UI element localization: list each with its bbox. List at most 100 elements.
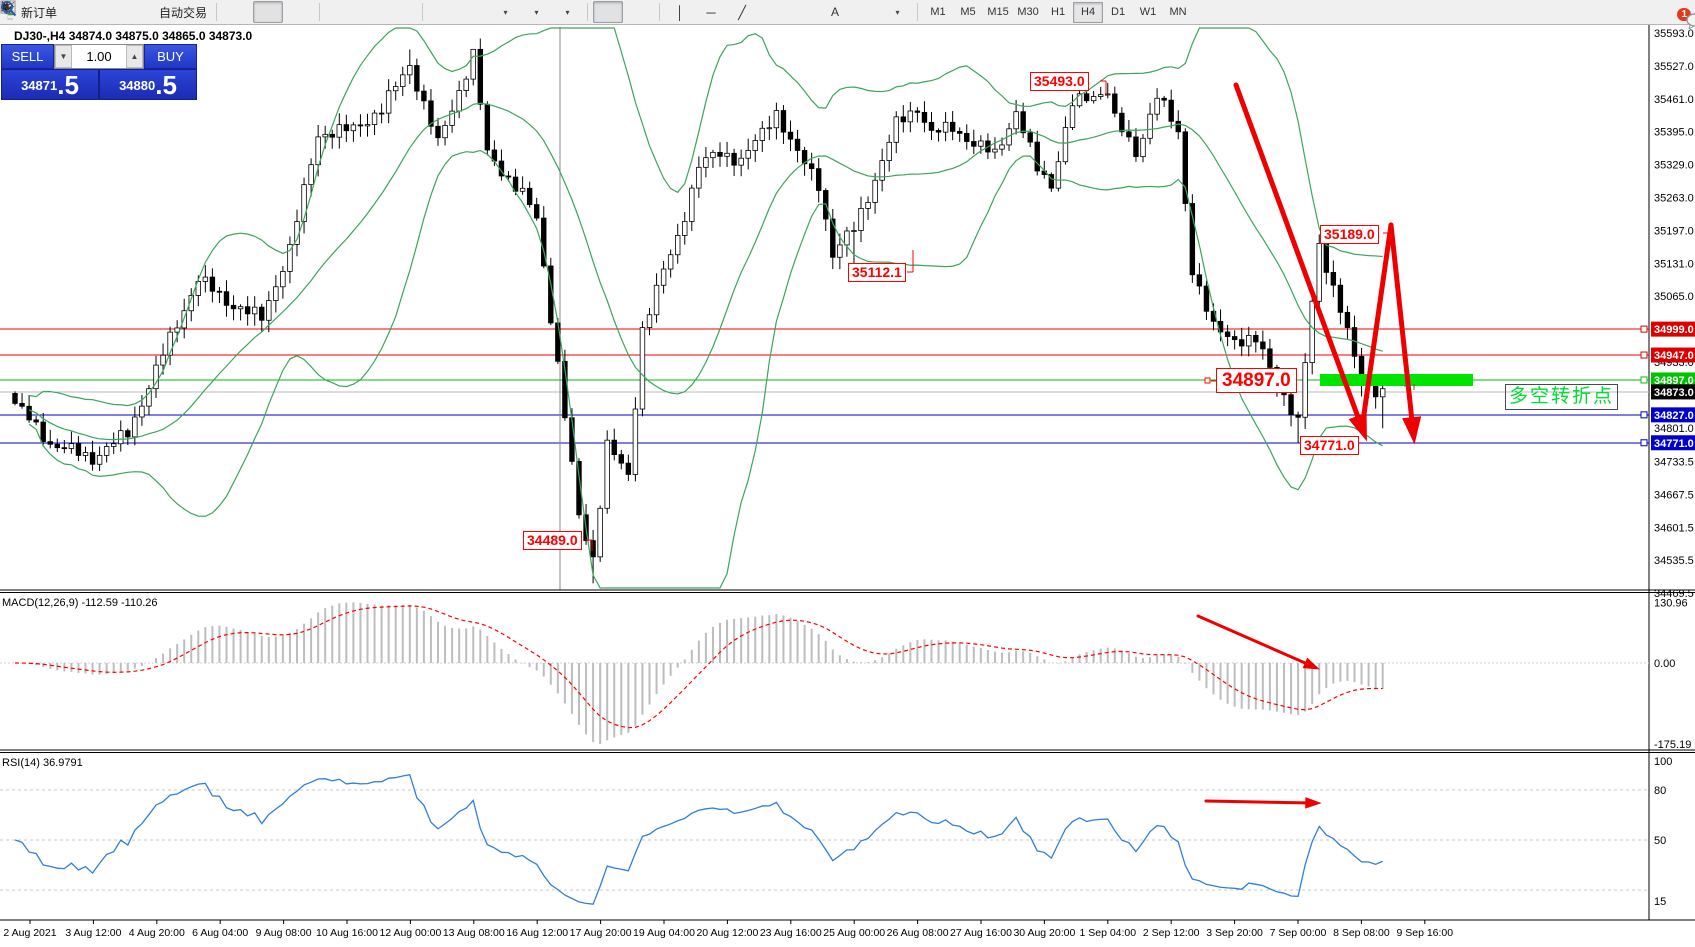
trend-arrow-head	[1402, 416, 1422, 445]
axis-label: 34667.5	[1654, 489, 1694, 501]
axis-label: 1 Sep 04:00	[1079, 927, 1136, 939]
axis-label: 12 Aug 00:00	[379, 927, 441, 939]
zoom-in-button[interactable]	[0, 0, 355, 23]
axis-label: 35263.0	[1654, 193, 1694, 205]
chart-window-button[interactable]	[0, 0, 92, 23]
price-badge	[1651, 372, 1695, 388]
axis-label: 35329.0	[1654, 160, 1694, 172]
axis-label: 34897.0	[1654, 375, 1694, 387]
one-click-trade-panel: SELL ▼ ▲ BUY 34871 .5 34880 .5	[1, 44, 197, 100]
dropdown-arrow-icon: ▾	[534, 7, 539, 17]
chart-background	[0, 25, 1695, 947]
ask-price[interactable]: 34880 .5	[99, 69, 197, 100]
axis-label: 35527.0	[1654, 61, 1694, 73]
indicator-window-button[interactable]	[0, 0, 458, 23]
data-window-button[interactable]	[0, 0, 489, 23]
timeframe-group: M1 M5 M15 M30 H1 H4 D1 W1 MN	[923, 1, 1193, 23]
ask-main: 34880	[119, 78, 156, 93]
price-annotation[interactable]: 35112.1	[848, 263, 906, 282]
autotrade-button[interactable]: 自动交易	[1, 1, 211, 23]
trendline-button[interactable]: ╱	[738, 4, 746, 20]
axis-label: 8 Sep 08:00	[1333, 927, 1390, 939]
price-annotation[interactable]: 34897.0	[1216, 368, 1297, 393]
text-button[interactable]: A	[831, 4, 840, 19]
line-handle	[1640, 439, 1648, 447]
horizontal-line-button[interactable]: ─	[706, 4, 716, 20]
toolbar-separator	[422, 3, 424, 21]
chart-title: DJ30-,H4 34874.0 34875.0 34865.0 34873.0	[14, 29, 253, 43]
price-annotation[interactable]: 35493.0	[1030, 72, 1089, 91]
timeframe-d1[interactable]: D1	[1111, 6, 1126, 18]
price-annotation[interactable]: 34771.0	[1300, 436, 1359, 455]
axis-label: 9 Sep 16:00	[1396, 927, 1453, 939]
axis-label: 6 Aug 04:00	[192, 927, 248, 939]
rsi-arrow-head	[1305, 797, 1322, 809]
text-label-button[interactable]: T	[0, 0, 881, 23]
add-indicator-button[interactable]: ▾	[0, 1, 520, 23]
price-annotation[interactable]: 35189.0	[1320, 225, 1379, 244]
volume-up-button[interactable]: ▲	[126, 45, 143, 68]
macd-label: MACD(12,26,9) -112.59 -110.26	[2, 597, 158, 609]
annotation-anchor	[1204, 377, 1211, 384]
cursor-button[interactable]	[2, 1, 624, 23]
trade-row-quotes: 34871 .5 34880 .5	[1, 69, 197, 100]
timeframe-mn[interactable]: MN	[1169, 6, 1187, 18]
line-chart-button[interactable]	[0, 1, 314, 23]
note-annotation[interactable]: 多空转折点	[1505, 384, 1619, 410]
tile-windows-button[interactable]	[1, 1, 417, 23]
vertical-line-button[interactable]: │	[675, 4, 685, 20]
crosshair-button[interactable]	[1, 1, 654, 23]
profile-button[interactable]	[0, 1, 123, 23]
timeframe-h1[interactable]: H1	[1051, 6, 1066, 18]
timeframe-m15[interactable]: M15	[987, 6, 1009, 18]
axis-label: 15	[1654, 896, 1666, 908]
axis-label: 35131.0	[1654, 258, 1694, 270]
zoom-out-button[interactable]	[0, 0, 386, 23]
bid-price[interactable]: 34871 .5	[1, 69, 99, 100]
macd-histogram	[0, 602, 1649, 745]
axis-label: 35461.0	[1654, 94, 1694, 106]
axis-label: 10 Aug 16:00	[316, 927, 378, 939]
timeframe-h4[interactable]: H4	[1073, 1, 1104, 23]
arrows-button[interactable]: ▾	[1, 1, 912, 23]
toolbar-separator	[216, 3, 218, 21]
volume-down-button[interactable]: ▼	[55, 45, 72, 68]
templates-button[interactable]: ▾	[0, 0, 582, 23]
timeframe-m1[interactable]: M1	[930, 6, 946, 18]
periods-button[interactable]: ▾	[0, 0, 551, 23]
fibonacci-button[interactable]: F	[1, 1, 819, 23]
toolbar-separator	[659, 3, 661, 21]
rsi-arrow	[1204, 799, 1315, 805]
axis-label: 17 Aug 20:00	[570, 927, 632, 939]
search-icon[interactable]	[0, 0, 17, 17]
price-annotation[interactable]: 34489.0	[523, 531, 582, 550]
axis-label: 34873.0	[1654, 387, 1694, 399]
timeframe-w1[interactable]: W1	[1139, 6, 1157, 18]
price-badge	[1651, 321, 1695, 337]
axis-label: 130.96	[1654, 597, 1688, 609]
buy-button[interactable]: BUY	[144, 44, 197, 69]
axis-label: 35593.0	[1654, 28, 1694, 40]
dropdown-arrow-icon: ▾	[503, 7, 508, 17]
axis-label: 34733.5	[1654, 456, 1694, 468]
axis-label: 13 Aug 08:00	[443, 927, 505, 939]
axis-label: 34947.0	[1654, 350, 1694, 362]
axis-label: 34601.5	[1654, 522, 1694, 534]
axis-label: 23 Aug 16:00	[760, 927, 822, 939]
new-order-button[interactable]: 新订单	[1, 0, 61, 23]
toolbar-separator	[319, 3, 321, 21]
channel-button[interactable]: E	[0, 0, 788, 23]
bar-chart-button[interactable]	[1, 1, 252, 23]
axis-label: 50	[1654, 835, 1666, 847]
signal-button[interactable]	[2, 0, 154, 23]
timeframe-m30[interactable]: M30	[1017, 6, 1039, 18]
candlestick-chart-button[interactable]	[1, 1, 284, 23]
timeframe-m5[interactable]: M5	[960, 6, 976, 18]
sell-button[interactable]: SELL	[1, 44, 54, 69]
rsi-line	[14, 774, 1383, 905]
macd-arrow	[1196, 614, 1314, 668]
volume-input[interactable]	[72, 45, 126, 68]
line-handle	[1640, 351, 1648, 359]
